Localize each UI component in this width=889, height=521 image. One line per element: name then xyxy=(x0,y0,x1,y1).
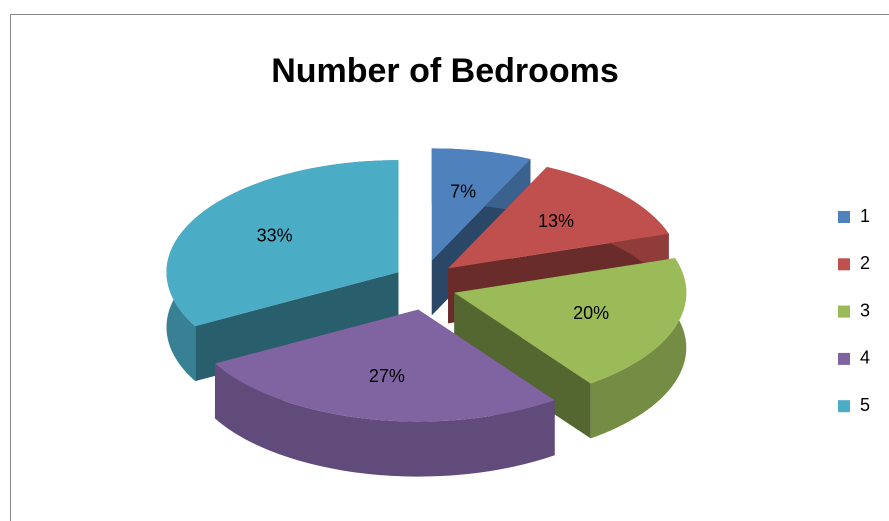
chart-title: Number of Bedrooms xyxy=(271,52,619,90)
slice-wall xyxy=(590,258,687,439)
data-label: 13% xyxy=(538,211,574,231)
data-label: 33% xyxy=(257,226,293,246)
slice-wall xyxy=(214,363,555,477)
slice xyxy=(431,148,531,261)
data-label: 27% xyxy=(369,366,405,386)
legend-label: 5 xyxy=(860,395,870,415)
legend-swatch xyxy=(838,258,850,271)
legend-label: 2 xyxy=(860,253,870,273)
slice xyxy=(214,309,555,422)
slice-side xyxy=(195,272,399,382)
legend-label: 3 xyxy=(860,300,870,320)
slice-side xyxy=(454,292,591,439)
legend-swatch xyxy=(838,305,850,318)
slice xyxy=(166,160,399,327)
legend-swatch xyxy=(838,211,850,223)
data-label: 7% xyxy=(450,181,476,201)
legend-label: 1 xyxy=(860,206,870,226)
slice-tops xyxy=(166,148,687,422)
slice xyxy=(448,166,669,269)
data-label: 20% xyxy=(573,303,609,323)
legend-swatch xyxy=(838,400,850,413)
slice xyxy=(454,258,687,384)
legend-label: 4 xyxy=(860,348,870,368)
legend-swatch xyxy=(838,352,850,365)
